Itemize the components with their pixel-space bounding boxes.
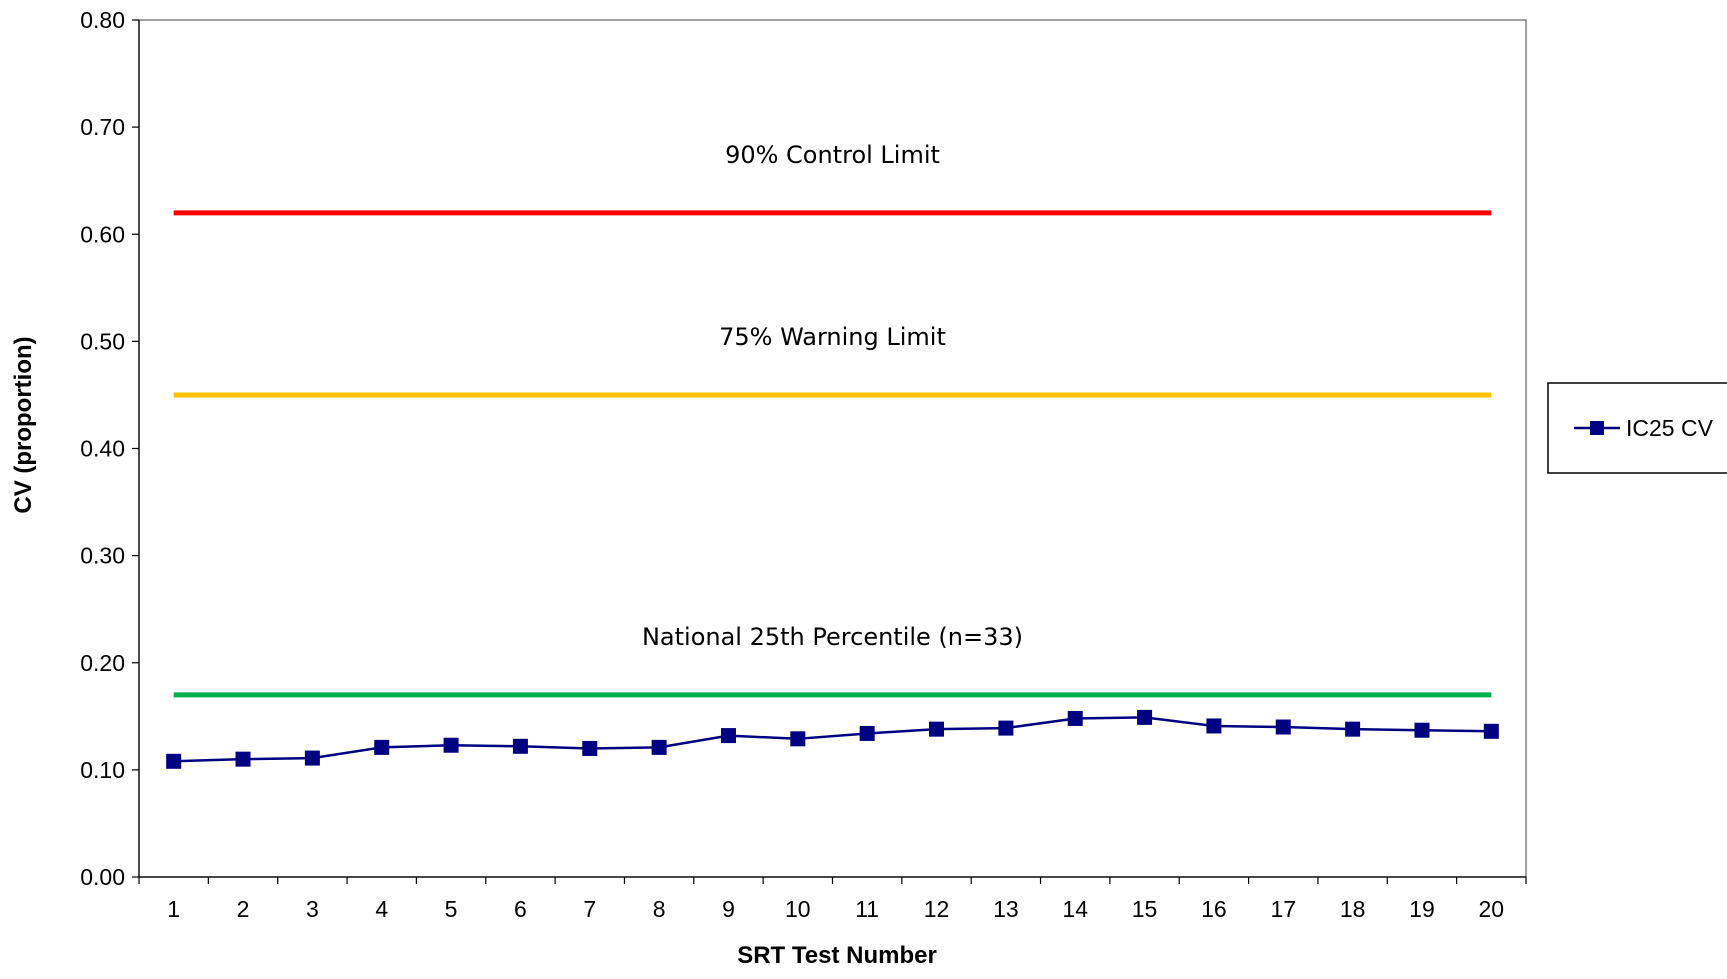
x-tick-label: 7 <box>583 896 596 922</box>
data-point <box>720 728 736 744</box>
y-tick-label: 0.70 <box>80 114 125 140</box>
data-point <box>1275 719 1291 735</box>
x-tick-label: 1 <box>167 896 180 922</box>
x-tick-label: 3 <box>306 896 319 922</box>
series-line <box>173 716 1492 763</box>
x-tick-label: 4 <box>375 896 388 922</box>
data-point <box>582 740 598 756</box>
x-tick-label: 20 <box>1479 896 1505 922</box>
y-tick-label: 0.10 <box>80 757 125 783</box>
data-point <box>443 737 459 753</box>
series-lines <box>166 709 1499 769</box>
data-point <box>859 725 875 741</box>
data-point <box>1067 710 1083 726</box>
y-tick-label: 0.00 <box>80 864 125 890</box>
data-point <box>1414 722 1430 738</box>
y-axis: 0.00 0.10 0.20 0.30 0.40 0.50 0.60 0.70 0.80 <box>80 7 140 890</box>
data-point <box>304 750 320 766</box>
x-tick-label: 2 <box>237 896 250 922</box>
x-tick-label: 19 <box>1409 896 1435 922</box>
data-point <box>790 731 806 747</box>
reference-line-label: 75% Warning Limit <box>719 323 946 351</box>
y-tick-label: 0.30 <box>80 543 125 569</box>
x-tick-label: 16 <box>1201 896 1227 922</box>
x-tick-label: 5 <box>445 896 458 922</box>
x-axis: 1 2 3 4 5 6 7 8 9 10 11 12 13 14 15 16 17 18 19 20 <box>138 876 1527 922</box>
y-tick-label: 0.40 <box>80 436 125 462</box>
x-tick-label: 13 <box>993 896 1019 922</box>
x-tick-label: 14 <box>1062 896 1088 922</box>
x-tick-label: 11 <box>855 896 879 922</box>
y-tick-label: 0.50 <box>80 328 125 354</box>
reference-line-label: National 25th Percentile (n=33) <box>642 623 1023 651</box>
y-tick-label: 0.80 <box>80 7 125 33</box>
legend-label: IC25 CV <box>1626 415 1714 441</box>
y-tick-label: 0.60 <box>80 221 125 247</box>
data-point <box>1137 709 1153 725</box>
x-tick-label: 17 <box>1270 896 1296 922</box>
y-axis-title: CV (proportion) <box>10 336 37 513</box>
x-tick-label: 15 <box>1132 896 1158 922</box>
data-point <box>374 739 390 755</box>
legend: IC25 CV <box>1547 382 1727 474</box>
data-point <box>1345 721 1361 737</box>
reference-lines: 90% Control Limit 75% Warning Limit Nation… <box>173 141 1492 698</box>
data-point <box>998 720 1014 736</box>
x-tick-label: 9 <box>722 896 735 922</box>
y-tick-label: 0.20 <box>80 650 125 676</box>
data-point <box>1483 723 1499 739</box>
data-point <box>651 739 667 755</box>
x-tick-label: 6 <box>514 896 527 922</box>
x-axis-title: SRT Test Number <box>737 942 937 969</box>
x-tick-label: 10 <box>785 896 811 922</box>
data-point <box>1206 718 1222 734</box>
x-tick-label: 12 <box>924 896 950 922</box>
data-point <box>235 751 251 767</box>
x-tick-label: 8 <box>653 896 666 922</box>
x-tick-label: 18 <box>1340 896 1366 922</box>
data-point <box>929 721 945 737</box>
legend-swatch-marker <box>1590 421 1604 435</box>
data-point <box>166 753 182 769</box>
data-point <box>512 738 528 754</box>
reference-line-label: 90% Control Limit <box>725 141 940 169</box>
